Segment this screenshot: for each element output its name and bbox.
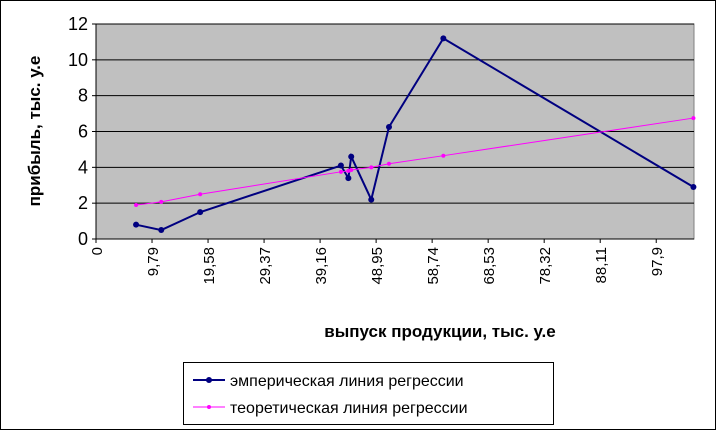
legend-marker xyxy=(206,377,212,383)
x-tick-label: 88,11 xyxy=(593,247,610,283)
point xyxy=(348,153,355,160)
y-tick-label: 2 xyxy=(78,193,88,213)
y-tick-label: 10 xyxy=(68,50,88,70)
point xyxy=(158,227,165,234)
y-tick-label: 8 xyxy=(78,86,88,106)
x-tick-label: 97,9 xyxy=(649,247,666,276)
y-tick-label: 0 xyxy=(78,229,88,249)
point xyxy=(134,202,139,207)
legend-label: эмперическая линия регрессии xyxy=(230,373,464,390)
y-tick-label: 4 xyxy=(78,157,88,177)
point xyxy=(349,168,354,173)
point xyxy=(159,199,164,204)
x-tick-label: 19,58 xyxy=(201,247,218,285)
point xyxy=(369,165,374,170)
x-tick-label: 58,74 xyxy=(425,247,442,285)
x-tick-label: 29,37 xyxy=(257,247,274,285)
point xyxy=(440,35,447,42)
legend-marker xyxy=(207,405,211,409)
point xyxy=(690,184,697,191)
point xyxy=(345,175,352,182)
point xyxy=(368,196,375,203)
x-tick-label: 48,95 xyxy=(369,247,386,285)
point xyxy=(337,162,344,169)
y-tick-label: 6 xyxy=(78,122,88,142)
point xyxy=(133,221,140,228)
point xyxy=(197,209,204,216)
x-tick-label: 0 xyxy=(89,247,106,255)
y-axis-label: прибыль, тыс. у.е xyxy=(25,56,44,207)
x-tick-label: 68,53 xyxy=(481,247,498,285)
point xyxy=(338,169,343,174)
series-line xyxy=(135,36,694,232)
point xyxy=(385,124,392,131)
y-tick-label: 12 xyxy=(68,14,88,34)
point xyxy=(441,153,446,158)
point xyxy=(198,192,203,197)
x-tick-label: 9,79 xyxy=(145,247,162,276)
point xyxy=(386,161,391,166)
x-tick-label: 78,32 xyxy=(537,247,554,285)
point xyxy=(691,116,696,121)
x-axis-label: выпуск продукции, тыс. у.е xyxy=(324,322,555,341)
legend xyxy=(183,362,554,425)
x-tick-label: 39,16 xyxy=(313,247,330,285)
legend-label: теоретическая линия регрессии xyxy=(230,400,468,417)
